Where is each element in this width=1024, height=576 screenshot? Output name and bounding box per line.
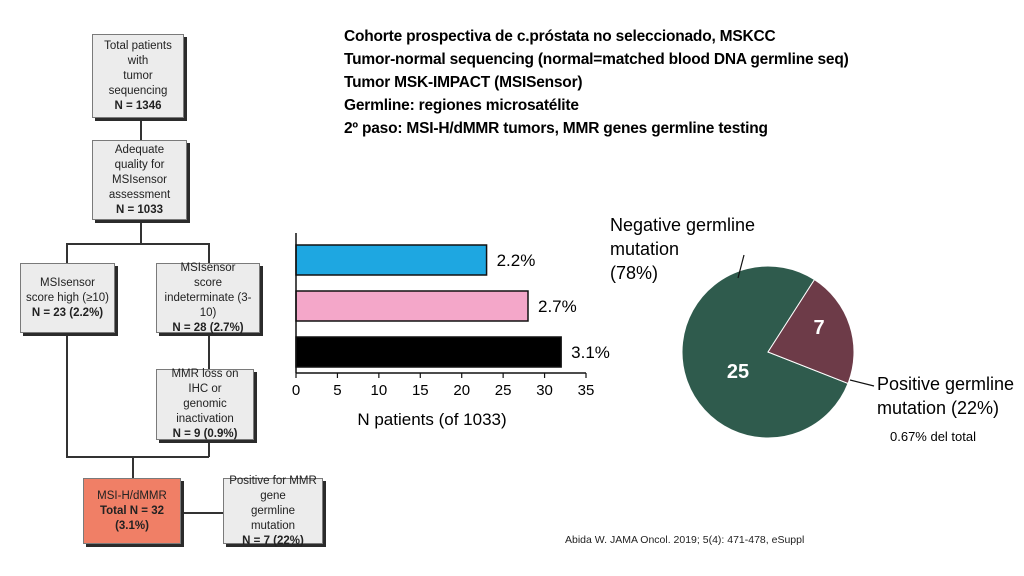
flow-box-germline-positive: Positive for MMR gene germline mutation …	[223, 475, 323, 547]
header-line: Germline: regiones microsatélite	[344, 97, 579, 114]
x-tick-label: 35	[578, 382, 595, 399]
bar	[295, 244, 488, 276]
flow-connector	[66, 333, 68, 457]
pie-label-negative: (78%)	[610, 263, 658, 283]
bar	[295, 290, 529, 322]
flow-box-text: germline mutation	[250, 504, 296, 532]
header-line: Cohorte prospectiva de c.próstata no sel…	[344, 28, 776, 45]
pie-slice-positive	[767, 278, 855, 385]
x-tick-label: 15	[412, 382, 429, 399]
x-tick-label: 10	[371, 382, 388, 399]
x-tick-label: 0	[292, 382, 300, 399]
header-line: Tumor-normal sequencing (normal=matched …	[344, 51, 849, 68]
flow-box-text: MSI-H/dMMR	[97, 489, 167, 502]
flow-box-text: tumor sequencing	[108, 69, 168, 97]
pie-label-positive: Positive germline	[877, 374, 1014, 394]
pie-chart: 25 7 Negative germline mutation (78%) Positiv…	[610, 215, 1014, 444]
x-axis-label: N patients (of 1033)	[357, 410, 506, 429]
flow-box-score-indeterminate: MSIsensor score indeterminate (3-10) N =…	[156, 261, 260, 334]
bar-chart: 2.2% 2.7% 3.1% 0 5 10 15 20 25 30 35 N patients (of…	[292, 233, 610, 429]
pie-label-positive: mutation (22%)	[877, 398, 999, 418]
flow-box-count: Total N = 32 (3.1%)	[99, 504, 164, 532]
x-tick-label: 20	[453, 382, 470, 399]
flow-box-text: MMR loss on IHC or	[171, 368, 239, 395]
citation: Abida W. JAMA Oncol. 2019; 5(4): 471-478…	[565, 534, 805, 546]
flow-connector	[140, 118, 142, 140]
flow-box-score-high: MSIsensor score high (≥10) N = 23 (2.2%)	[20, 263, 115, 333]
flow-box-count: N = 23 (2.2%)	[31, 306, 104, 319]
flow-box-total: Total patients with tumor sequencing N =…	[92, 34, 184, 118]
flow-box-quality: Adequate quality for MSIsensor assessmen…	[92, 140, 187, 220]
flow-connector	[181, 512, 223, 514]
header-line: 2º paso: MSI-H/dMMR tumors, MMR genes ge…	[344, 120, 768, 137]
flow-box-text: score high (≥10)	[25, 291, 109, 304]
pie-leader-line	[737, 254, 745, 279]
flow-connector	[132, 456, 134, 478]
flow-connector	[208, 333, 210, 369]
flow-box-msi-h: MSI-H/dMMR Total N = 32 (3.1%)	[83, 478, 181, 544]
pie-annotation: 0.67% del total	[890, 429, 976, 444]
flow-box-text: Positive for MMR gene	[229, 474, 317, 502]
pie-value-label: 7	[813, 317, 824, 339]
header-line: Tumor MSK-IMPACT (MSISensor)	[344, 74, 583, 91]
flow-box-count: N = 1346	[114, 99, 162, 112]
flow-connector	[208, 440, 210, 457]
pie-leader-line	[849, 379, 875, 387]
pie-slice-negative	[681, 265, 849, 439]
x-tick-label: 5	[333, 382, 341, 399]
pie-label-negative: mutation	[610, 239, 679, 259]
bar-data-label: 2.7%	[538, 297, 577, 316]
bar	[295, 336, 562, 368]
flow-connector	[66, 456, 209, 458]
flow-box-text: score indeterminate (3-10)	[164, 276, 252, 319]
flow-connector	[66, 243, 68, 263]
flow-box-mmr-loss: MMR loss on IHC or genomic inactivation …	[156, 368, 254, 440]
flow-box-count: N = 28 (2.7%)	[172, 321, 244, 334]
flow-box-text: MSIsensor	[40, 276, 95, 289]
flow-box-count: N = 1033	[116, 203, 163, 216]
flow-box-text: Total patients with	[104, 39, 172, 67]
flow-box-text: MSIsensor	[180, 261, 236, 274]
flow-box-text: Adequate quality for	[114, 143, 165, 171]
bar-data-label: 2.2%	[497, 251, 536, 270]
pie-value-label: 25	[727, 361, 749, 383]
header-notes: Cohorte prospectiva de c.próstata no sel…	[344, 25, 849, 140]
flow-box-count: N = 7 (22%)	[242, 534, 304, 547]
flow-box-text: genomic inactivation	[176, 398, 234, 425]
pie-label-negative: Negative germline	[610, 215, 755, 235]
flow-box-text: MSIsensor assessment	[108, 173, 171, 201]
bar-data-label: 3.1%	[571, 343, 610, 362]
flow-connector	[140, 220, 142, 244]
flow-connector	[66, 243, 209, 245]
x-tick-label: 25	[495, 382, 512, 399]
x-tick-label: 30	[536, 382, 553, 399]
flow-box-count: N = 9 (0.9%)	[172, 428, 238, 440]
flow-connector	[208, 243, 210, 263]
